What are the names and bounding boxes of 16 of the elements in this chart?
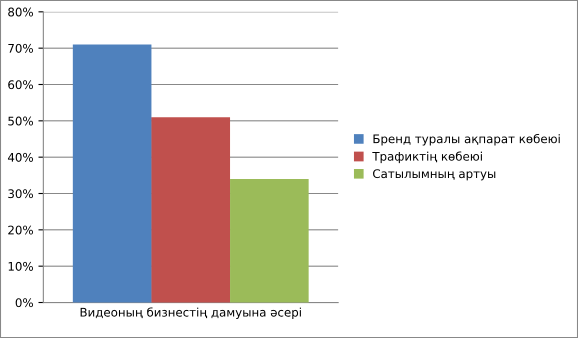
y-tick-label: 40% (8, 152, 33, 162)
legend-label: Бренд туралы ақпарат көбеюі (374, 134, 560, 146)
y-tick-label: 60% (8, 80, 33, 90)
bar (230, 178, 309, 303)
y-tick-label: 70% (8, 44, 33, 53)
x-tick-label: Видеоның бизнестің дамуына әсері (80, 307, 301, 319)
y-tick-label: 20% (8, 226, 33, 234)
legend-label: Трафиктің көбеюі (372, 151, 482, 164)
legend-label: Сатылымның артуы (373, 169, 496, 180)
y-tick-label: 50% (8, 116, 33, 126)
y-tick-label: 0% (16, 298, 33, 308)
y-tick-label: 30% (8, 189, 33, 198)
bar (151, 117, 230, 303)
y-tick-label: 10% (8, 262, 33, 271)
bar (72, 44, 152, 303)
y-tick-label: 80% (8, 8, 33, 16)
